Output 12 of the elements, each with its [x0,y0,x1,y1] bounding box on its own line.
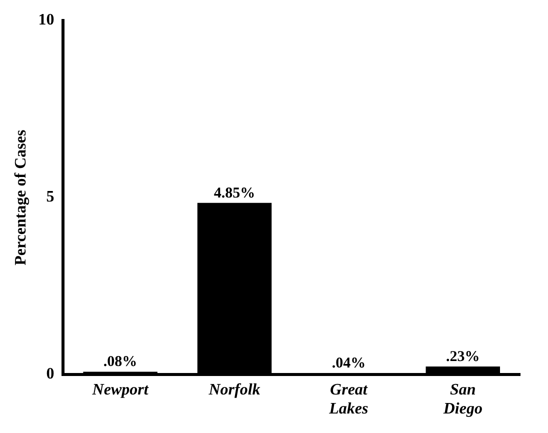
x-tick-label: Newport [91,381,149,398]
x-tick-label: San Diego [442,381,482,418]
y-tick-label: 5 [46,188,54,206]
data-label: .04% [332,356,366,372]
y-tick-label: 0 [46,366,54,383]
y-axis-title: Percentage of Cases [12,130,30,266]
data-label: .08% [103,354,138,370]
data-label: 4.85% [214,185,256,202]
data-label: .23% [446,348,480,365]
y-tick-label: 10 [38,12,54,29]
x-tick-label: Norfolk [208,381,260,398]
x-tick-label: Great Lakes [328,381,368,418]
